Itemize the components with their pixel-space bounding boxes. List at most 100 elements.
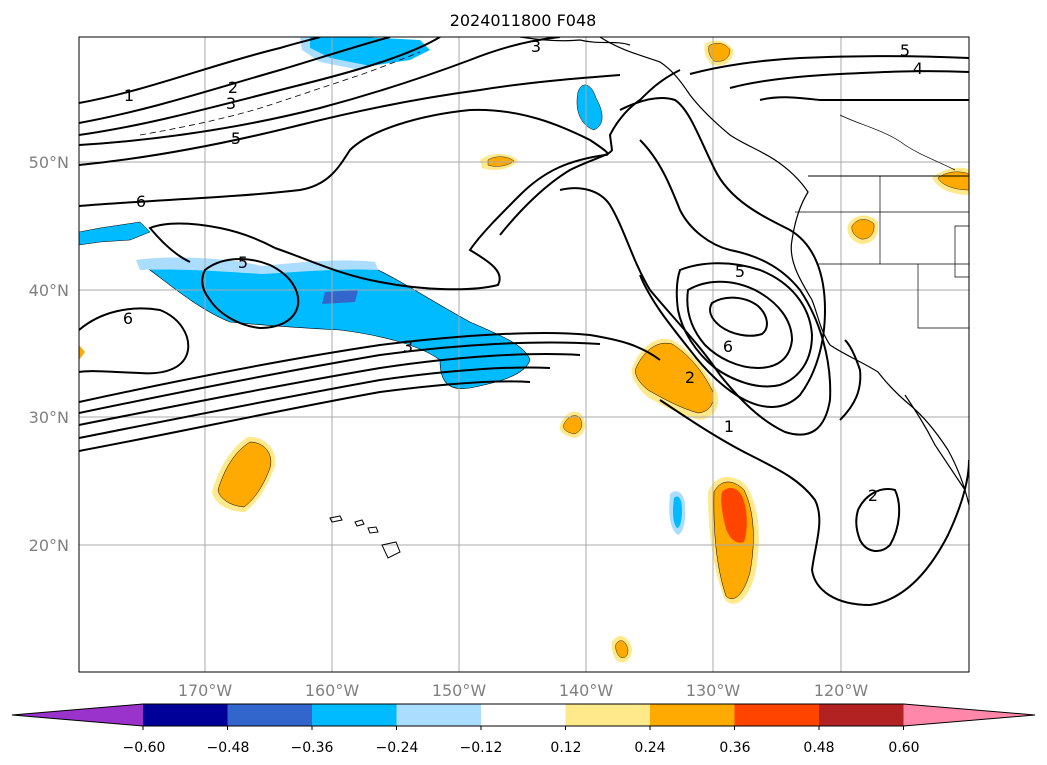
colorbar-swatch bbox=[396, 704, 482, 726]
lon-label: 140°W bbox=[559, 681, 614, 700]
contour-label: 5 bbox=[231, 129, 241, 148]
colorbar-labels: −0.60 −0.48 −0.36 −0.24 −0.12 0.12 0.24 … bbox=[123, 740, 920, 756]
contour-label: 3 bbox=[226, 94, 236, 113]
hawaii-islands bbox=[329, 515, 401, 559]
lon-label: 150°W bbox=[432, 681, 487, 700]
negative-shade-core bbox=[322, 290, 358, 304]
contour-5 bbox=[79, 74, 621, 166]
contour-1 bbox=[79, 37, 321, 104]
map-frame bbox=[78, 36, 970, 673]
contour-5-low bbox=[148, 222, 276, 263]
negative-shade-gulf bbox=[576, 84, 603, 131]
lat-label: 50°N bbox=[29, 153, 69, 172]
contour-label: 6 bbox=[123, 309, 133, 328]
colorbar-tick-label: 0.60 bbox=[888, 740, 919, 756]
contour-label: 3 bbox=[403, 337, 413, 356]
contour-lines bbox=[79, 37, 969, 607]
contour-low-5 bbox=[709, 296, 768, 337]
map-title: 2024011800 F048 bbox=[450, 11, 597, 30]
contour-label: 3 bbox=[531, 37, 541, 56]
contour-low-4 bbox=[686, 280, 794, 370]
contour-east-2 bbox=[729, 70, 969, 89]
colorbar-tick-label: −0.36 bbox=[291, 740, 334, 756]
colorbar-tick-label: 0.12 bbox=[550, 740, 581, 756]
negative-shade-band-light bbox=[136, 257, 378, 274]
contour-low-outer bbox=[559, 139, 832, 436]
lat-label: 40°N bbox=[29, 281, 69, 300]
positive-shade-southwest-core bbox=[217, 441, 272, 508]
colorbar-tick-label: −0.24 bbox=[376, 740, 419, 756]
colorbar-tick-label: 0.24 bbox=[634, 740, 665, 756]
contour-low-2 bbox=[619, 97, 827, 408]
contour-5-inner bbox=[201, 258, 300, 330]
positive-shade-small-3-core bbox=[708, 43, 731, 62]
positive-shade-small-4-core bbox=[851, 219, 875, 240]
contour-low-3 bbox=[675, 262, 814, 388]
colorbar-tick-label: −0.48 bbox=[207, 740, 250, 756]
colorbar bbox=[11, 703, 1036, 730]
map-area: 1 2 3 5 6 5 6 3 3 5 4 5 6 2 1 2 bbox=[79, 37, 969, 672]
lon-label: 170°W bbox=[178, 681, 233, 700]
colorbar-tick-label: 0.36 bbox=[719, 740, 750, 756]
lat-label: 20°N bbox=[29, 536, 69, 555]
state-border-5 bbox=[954, 225, 969, 278]
contour-east-1 bbox=[759, 96, 969, 101]
positive-shade-south-max bbox=[721, 487, 747, 543]
contour-band-3 bbox=[79, 353, 581, 426]
coastlines bbox=[139, 37, 969, 506]
contour-3a bbox=[79, 37, 441, 136]
north-america-coast bbox=[599, 37, 969, 506]
contour-label: 4 bbox=[913, 59, 923, 78]
positive-shade-small-1-core bbox=[563, 415, 582, 435]
colorbar-extend-left bbox=[12, 704, 143, 726]
contour-label: 2 bbox=[685, 368, 695, 387]
colorbar-swatch bbox=[481, 704, 566, 726]
colorbar-tick-label: −0.12 bbox=[460, 740, 503, 756]
contour-east-3 bbox=[689, 55, 969, 75]
contour-band-1 bbox=[79, 332, 661, 403]
contour-label: 2 bbox=[228, 78, 238, 97]
longitude-labels: 170°W 160°W 150°W 140°W 130°W 120°W bbox=[178, 681, 869, 700]
colorbar-swatch bbox=[565, 704, 651, 726]
contour-label: 1 bbox=[124, 86, 134, 105]
colorbar-extend-right bbox=[903, 704, 1035, 726]
colorbar-swatch bbox=[734, 704, 820, 726]
contour-2-south bbox=[855, 488, 901, 552]
colorbar-swatch bbox=[650, 704, 735, 726]
contour-2 bbox=[79, 37, 391, 124]
latitude-labels: 50°N 40°N 30°N 20°N bbox=[29, 153, 69, 555]
positive-shade-small-6-core bbox=[615, 640, 629, 658]
lon-label: 160°W bbox=[305, 681, 360, 700]
negative-shade-aleutian bbox=[310, 37, 430, 66]
contour-band-2 bbox=[79, 341, 601, 414]
aleutian-chain bbox=[139, 51, 421, 136]
contour-sw-low bbox=[659, 399, 969, 607]
contour-label: 5 bbox=[900, 41, 910, 60]
negative-shade-west bbox=[79, 221, 151, 246]
lon-label: 130°W bbox=[686, 681, 741, 700]
lat-label: 30°N bbox=[29, 408, 69, 427]
lon-label: 120°W bbox=[814, 681, 869, 700]
contour-6-west bbox=[79, 307, 190, 375]
contour-gulf bbox=[499, 69, 681, 236]
contour-label: 2 bbox=[868, 486, 878, 505]
canada-interior bbox=[839, 114, 956, 171]
contour-band-5 bbox=[79, 380, 531, 452]
baja-coast bbox=[904, 394, 966, 491]
positive-shade-edge bbox=[79, 345, 85, 360]
gridlines bbox=[79, 37, 969, 672]
colorbar-swatch bbox=[312, 704, 397, 726]
state-border-4 bbox=[917, 264, 969, 329]
contour-label: 5 bbox=[735, 262, 745, 281]
contour-label: 5 bbox=[238, 253, 248, 272]
contour-edge-lower bbox=[839, 339, 862, 421]
colorbar-swatch bbox=[819, 704, 904, 726]
colorbar-tick-label: 0.48 bbox=[803, 740, 834, 756]
colorbar-swatch bbox=[143, 704, 228, 726]
contour-label: 6 bbox=[723, 337, 733, 356]
colorbar-tick-label: −0.60 bbox=[123, 740, 166, 756]
contour-3b bbox=[79, 37, 561, 146]
contour-labels: 1 2 3 5 6 5 6 3 3 5 4 5 6 2 1 2 bbox=[123, 37, 923, 505]
negative-shade-subtropic-core bbox=[673, 496, 682, 528]
